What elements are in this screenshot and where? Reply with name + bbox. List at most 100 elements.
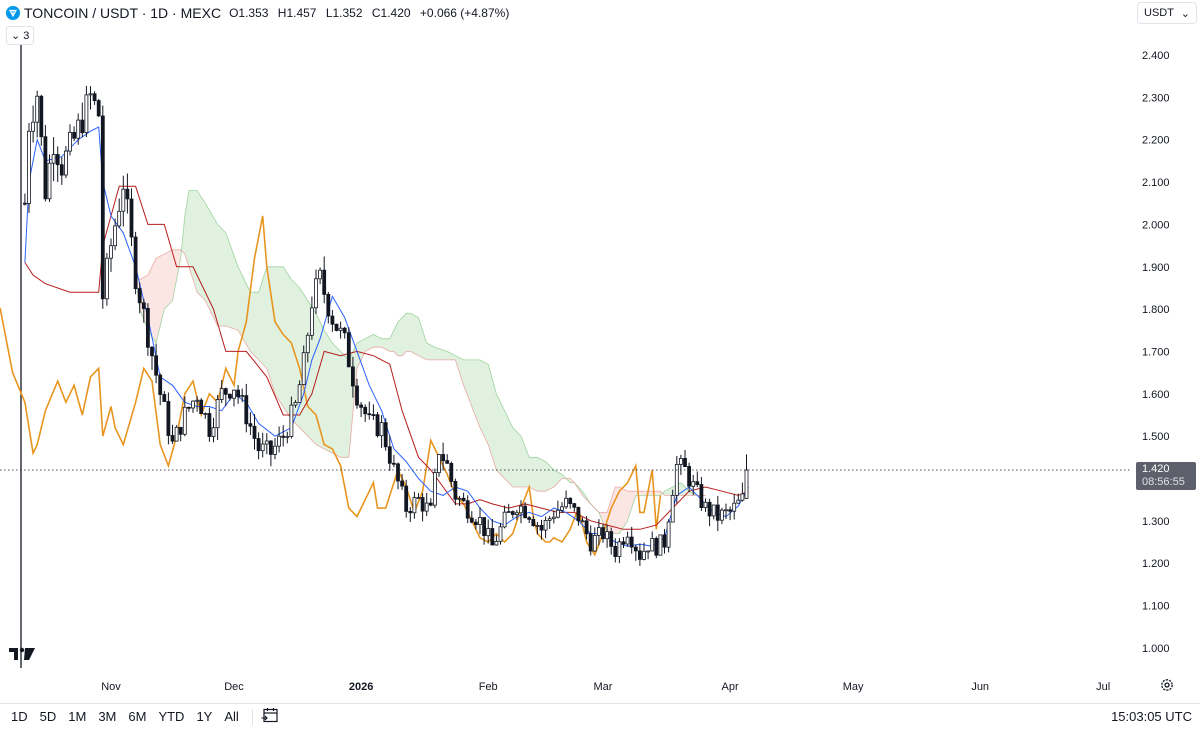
candle-body <box>383 422 388 448</box>
symbol-title[interactable]: TONCOIN / USDT · 1D · MEXC <box>24 5 222 21</box>
candle <box>68 124 72 156</box>
candle-body <box>309 307 314 336</box>
candle <box>391 454 396 468</box>
cloud-segment <box>357 338 366 369</box>
candle <box>31 105 36 143</box>
candle-body <box>305 334 310 354</box>
candle-body <box>498 526 503 542</box>
candle <box>428 498 433 507</box>
candle-body <box>223 388 228 395</box>
candle <box>732 493 737 520</box>
candle-body <box>584 520 589 535</box>
candle <box>625 531 630 547</box>
candle-body <box>96 100 101 117</box>
range-1y[interactable]: 1Y <box>196 709 213 724</box>
candle <box>371 404 376 420</box>
candle-body <box>629 536 634 548</box>
candle-body <box>47 162 52 200</box>
candle-body <box>35 95 40 123</box>
candle <box>133 231 138 295</box>
lagging-span-line <box>0 215 662 557</box>
candle <box>543 516 548 539</box>
candle-body <box>539 525 544 531</box>
candle <box>584 516 589 540</box>
range-3m[interactable]: 3M <box>98 709 117 724</box>
cloud-segment <box>553 470 562 487</box>
candle <box>174 425 179 442</box>
currency-value: USDT <box>1144 7 1174 19</box>
candle-body <box>543 520 548 531</box>
range-ytd[interactable]: YTD <box>158 709 185 724</box>
candle-body <box>338 327 343 331</box>
candle <box>326 291 331 324</box>
candle <box>461 492 466 502</box>
candle-body <box>428 502 433 506</box>
candle-body <box>482 517 487 537</box>
settings-gear-icon[interactable] <box>1160 678 1174 696</box>
price-chart[interactable]: 2.400 2.300 2.200 2.100 2.000 1.900 1.800 1.700… <box>0 0 1200 705</box>
candle-body <box>506 511 511 514</box>
candle <box>342 326 347 339</box>
candle-body <box>76 119 81 139</box>
candle <box>223 387 228 407</box>
candle-body <box>609 531 614 547</box>
tradingview-logo-shape <box>9 647 35 660</box>
range-6m[interactable]: 6M <box>128 709 147 724</box>
currency-select[interactable]: USDT ⌄ <box>1137 2 1197 24</box>
candle <box>145 303 150 356</box>
range-5d[interactable]: 5D <box>39 709 57 724</box>
candle <box>141 298 146 323</box>
candle-body <box>658 534 663 556</box>
candle <box>268 440 273 467</box>
candle <box>109 238 113 272</box>
indicators-toggle[interactable]: ⌄ 3 <box>6 26 35 45</box>
y-tick-label: 2.200 <box>1142 135 1170 147</box>
candle-body <box>211 427 216 437</box>
calendar-goto-icon[interactable] <box>261 707 279 726</box>
x-tick-label: Dec <box>224 681 244 693</box>
candle <box>597 519 601 546</box>
candle <box>80 102 85 138</box>
candle <box>707 498 712 527</box>
candle-body <box>109 245 113 259</box>
candle <box>199 398 204 415</box>
candle <box>441 442 446 471</box>
candle-body <box>412 497 417 514</box>
cloud-segment <box>463 359 472 407</box>
candle-body <box>391 462 396 465</box>
candle-body <box>105 257 109 300</box>
candle-body <box>268 440 273 455</box>
candle <box>289 396 294 439</box>
tradingview-logo-icon[interactable] <box>8 646 36 666</box>
candle-body <box>728 509 732 512</box>
candle <box>445 454 450 464</box>
candle-body <box>703 501 708 508</box>
candle <box>580 517 585 523</box>
base-line <box>24 185 749 530</box>
cloud-segment <box>164 249 173 310</box>
candle <box>330 310 335 332</box>
cloud-segment <box>250 292 259 360</box>
chevron-down-icon: ⌄ <box>11 30 21 42</box>
candle-body <box>55 154 60 166</box>
candle-body <box>679 457 683 465</box>
candle-body <box>334 323 339 331</box>
candle-body <box>43 136 48 200</box>
cloud-segment <box>402 313 407 356</box>
range-all[interactable]: All <box>224 709 239 724</box>
candle-body <box>260 443 265 452</box>
candle <box>453 478 458 506</box>
x-tick-label: Jun <box>971 681 989 693</box>
high-value: H1.457 <box>277 6 317 20</box>
candle-body <box>248 423 253 427</box>
candle <box>117 198 122 229</box>
range-1m[interactable]: 1M <box>68 709 87 724</box>
open-value: O1.353 <box>229 6 269 20</box>
candle <box>510 510 515 519</box>
candle <box>551 510 556 524</box>
candle <box>64 146 68 179</box>
utc-clock[interactable]: 15:03:05 UTC <box>1111 709 1192 724</box>
candle <box>494 534 499 546</box>
range-1d[interactable]: 1D <box>11 709 28 724</box>
x-tick-label: Mar <box>594 681 613 693</box>
